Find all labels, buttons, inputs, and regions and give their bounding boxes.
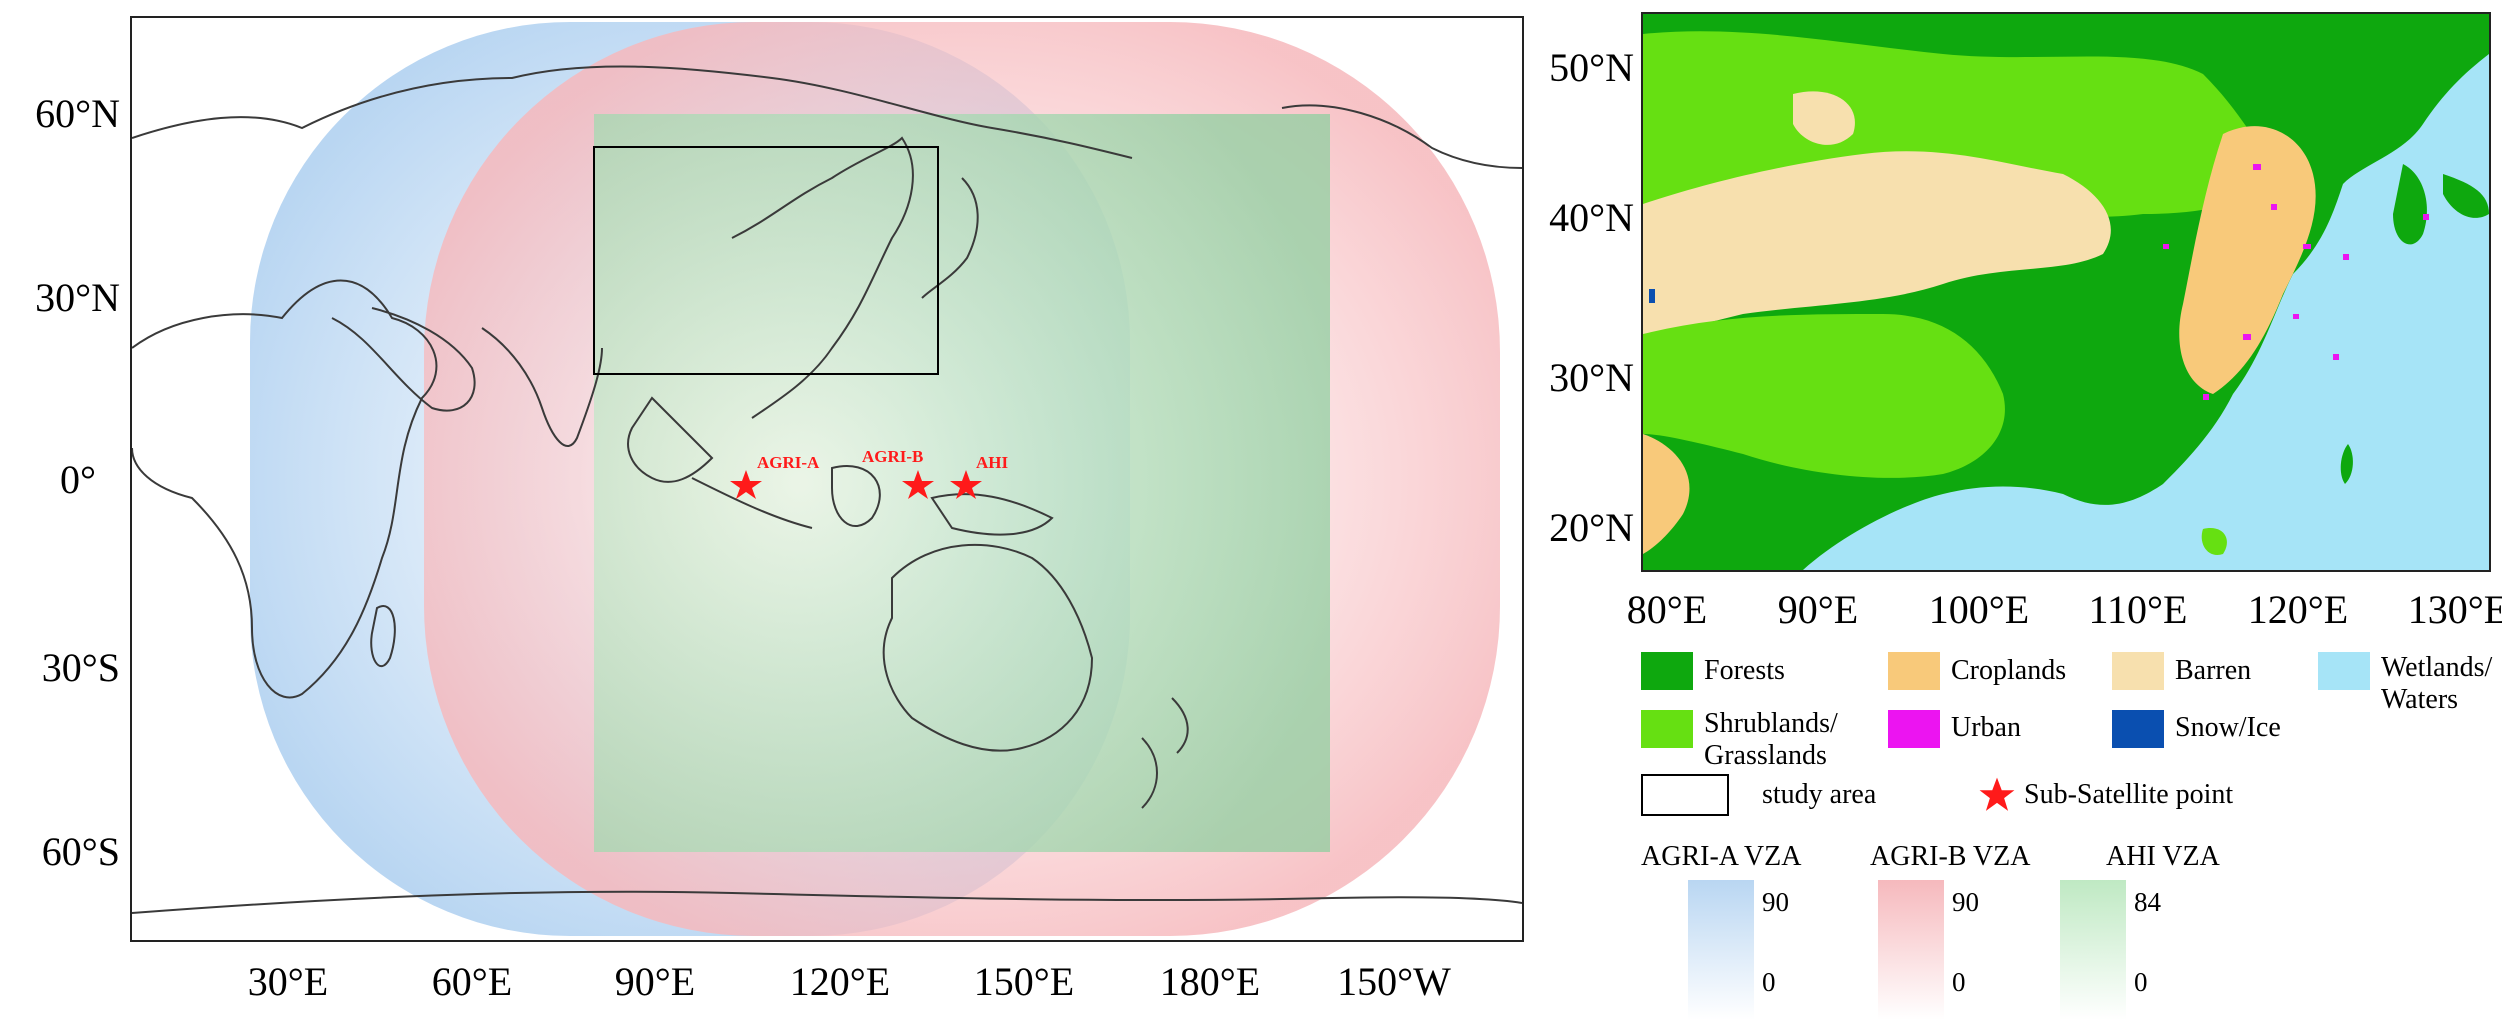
right-ytick-2: 30°N xyxy=(1549,355,1634,400)
left-ytick-0: 60°N xyxy=(35,91,120,136)
legend-swatch-study-area xyxy=(1641,774,1729,816)
agri-a-label: AGRI-A xyxy=(757,453,820,472)
cbar-title-ahi: AHI VZA xyxy=(2106,841,2220,872)
study-area-rect xyxy=(593,146,939,375)
left-map-frame: AGRI-A AGRI-B AHI xyxy=(130,16,1524,942)
land-japan xyxy=(2443,174,2489,218)
left-xtick-0: 30°E xyxy=(247,959,329,1004)
left-xtick-3: 120°E xyxy=(789,959,891,1004)
right-ytick-1: 40°N xyxy=(1549,195,1634,240)
land-hainan xyxy=(2201,528,2227,555)
right-xtick-5: 130°E xyxy=(2407,587,2502,632)
legend-label-shrublands: Shrublands/ Grasslands xyxy=(1704,708,1838,771)
land-barren xyxy=(1643,151,2111,334)
left-xtick-5: 180°E xyxy=(1159,959,1261,1004)
legend-swatch-wetlands xyxy=(2318,652,2370,690)
cbar-title-agri-a: AGRI-A VZA xyxy=(1641,841,1802,872)
legend-swatch-forests xyxy=(1641,652,1693,690)
land-croplands xyxy=(2179,126,2316,394)
right-ytick-3: 20°N xyxy=(1549,505,1634,550)
legend-label-urban: Urban xyxy=(1951,712,2021,743)
agri-a-star xyxy=(730,470,762,499)
cbar-title-agri-b: AGRI-B VZA xyxy=(1870,841,2031,872)
right-xtick-0: 80°E xyxy=(1626,587,1708,632)
cbar-ahi-max: 84 xyxy=(2134,887,2161,917)
legend-label-barren: Barren xyxy=(2175,655,2252,686)
left-xtick-1: 60°E xyxy=(431,959,513,1004)
agri-b-star xyxy=(902,470,934,499)
right-ytick-0: 50°N xyxy=(1549,45,1634,90)
land-urban xyxy=(2163,164,2429,400)
ahi-star xyxy=(950,470,982,499)
cbar-ahi-min: 0 xyxy=(2134,967,2148,997)
land-korea xyxy=(2393,164,2427,245)
legend-swatch-urban xyxy=(1888,710,1940,748)
legend-label-wetlands: Wetlands/ Waters xyxy=(2381,652,2493,715)
legend-label-forests: Forests xyxy=(1704,655,1785,686)
legend-label-sub-satellite: Sub-Satellite point xyxy=(2024,779,2234,810)
right-map-svg xyxy=(1643,14,2489,570)
sea-east xyxy=(2243,192,2489,570)
left-ytick-4: 60°S xyxy=(41,829,120,874)
left-ytick-3: 30°S xyxy=(41,645,120,690)
left-xtick-6: 150°W xyxy=(1337,959,1451,1004)
cbar-agri-a-min: 0 xyxy=(1762,967,1776,997)
legend-label-snow: Snow/Ice xyxy=(2175,712,2281,743)
land-taiwan xyxy=(2340,444,2353,484)
land-croplands-2 xyxy=(1643,434,1690,554)
legend-swatch-shrublands xyxy=(1641,710,1693,748)
legend-swatch-croplands xyxy=(1888,652,1940,690)
cbar-ahi xyxy=(2060,880,2126,1020)
land-snow xyxy=(1649,289,1655,303)
left-ytick-1: 30°N xyxy=(35,275,120,320)
right-map-frame xyxy=(1641,12,2491,572)
right-xtick-2: 100°E xyxy=(1928,587,2030,632)
legend-swatch-snow xyxy=(2112,710,2164,748)
right-xtick-4: 120°E xyxy=(2247,587,2349,632)
coastlines xyxy=(132,65,1522,914)
cbar-agri-b-min: 0 xyxy=(1952,967,1966,997)
cbar-agri-b xyxy=(1878,880,1944,1020)
land-shrublands-tibet xyxy=(1643,314,2005,478)
left-xtick-4: 150°E xyxy=(973,959,1075,1004)
cbar-agri-a xyxy=(1688,880,1754,1020)
land-barren-2 xyxy=(1793,91,1855,145)
cbar-agri-b-max: 90 xyxy=(1952,887,1979,917)
right-xtick-3: 110°E xyxy=(2088,587,2188,632)
cbar-agri-a-max: 90 xyxy=(1762,887,1789,917)
sub-satellite-markers xyxy=(730,470,982,499)
left-map-svg: AGRI-A AGRI-B AHI xyxy=(132,22,1522,936)
legend-label-croplands: Croplands xyxy=(1951,655,2067,686)
right-xtick-1: 90°E xyxy=(1777,587,1859,632)
left-ytick-2: 0° xyxy=(60,457,96,502)
legend-star-icon xyxy=(1979,777,2015,811)
legend-swatch-barren xyxy=(2112,652,2164,690)
left-xtick-2: 90°E xyxy=(614,959,696,1004)
ahi-label: AHI xyxy=(976,453,1009,472)
legend-label-study-area: study area xyxy=(1762,779,1877,810)
agri-b-label: AGRI-B xyxy=(862,447,923,466)
